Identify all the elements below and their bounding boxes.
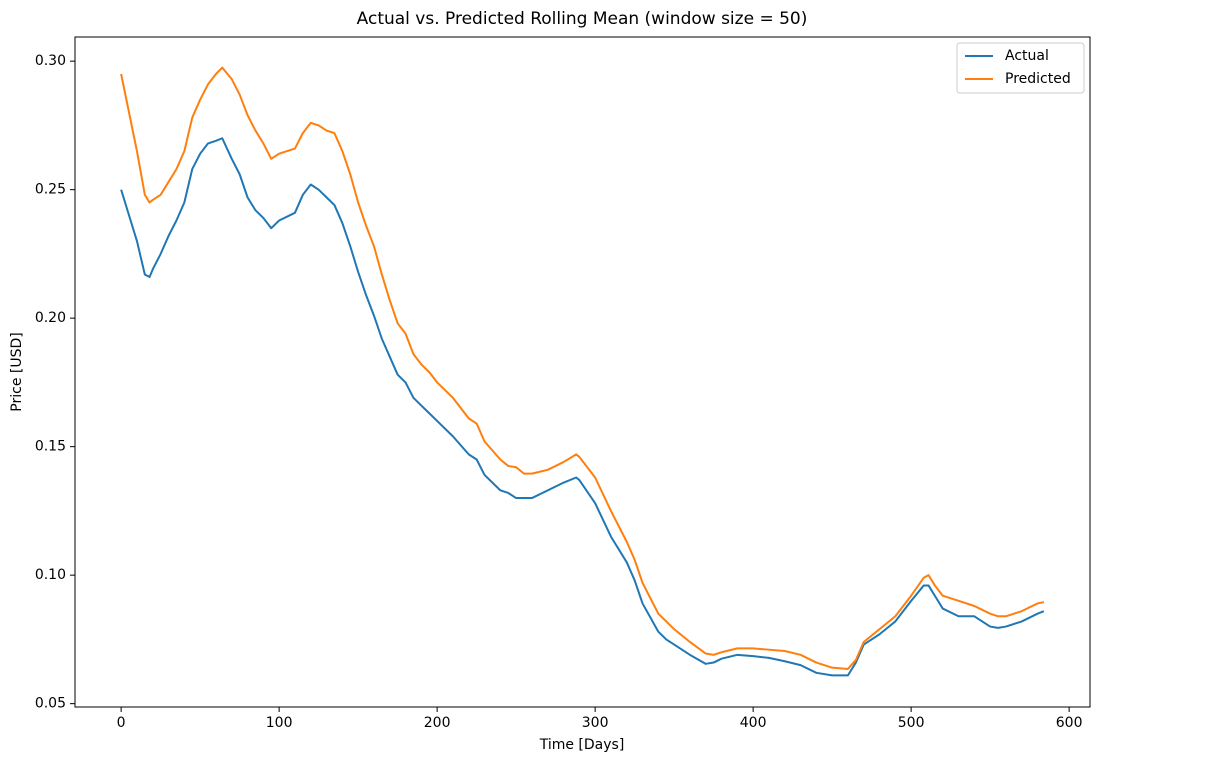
y-tick-label: 0.05 bbox=[35, 696, 66, 712]
x-tick-label: 300 bbox=[582, 715, 609, 731]
series-line bbox=[120, 66, 1045, 670]
series-line bbox=[120, 137, 1045, 677]
x-tick-label: 400 bbox=[740, 715, 767, 731]
y-tick-label: 0.25 bbox=[35, 182, 66, 198]
y-tick-label: 0.15 bbox=[35, 439, 66, 455]
y-tick-label: 0.10 bbox=[35, 567, 66, 583]
x-tick-label: 200 bbox=[424, 715, 451, 731]
axes-frame bbox=[74, 36, 1091, 708]
x-tick-label: 500 bbox=[898, 715, 925, 731]
x-tick-label: 0 bbox=[117, 715, 126, 731]
y-tick-label: 0.20 bbox=[35, 310, 66, 326]
x-tick-label: 600 bbox=[1056, 715, 1083, 731]
y-tick-label: 0.30 bbox=[35, 53, 66, 69]
x-axis-label: Time [Days] bbox=[539, 737, 625, 753]
y-axis-label: Price [USD] bbox=[9, 332, 25, 411]
legend-label: Predicted bbox=[1005, 71, 1071, 87]
chart-title: Actual vs. Predicted Rolling Mean (windo… bbox=[357, 9, 808, 29]
x-tick-label: 100 bbox=[266, 715, 293, 731]
legend-label: Actual bbox=[1005, 48, 1049, 64]
